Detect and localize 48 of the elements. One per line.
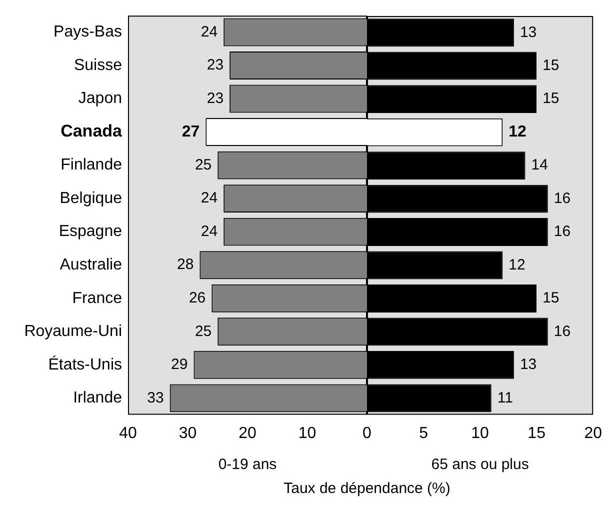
data-label: 16 — [554, 223, 571, 240]
x-tick-label: 0 — [362, 424, 372, 442]
y-tick-label: Australie — [60, 256, 122, 274]
data-label: 13 — [520, 24, 537, 41]
text: Taux de dépendance (%) — [282, 480, 452, 497]
y-tick-label: Japon — [78, 90, 122, 108]
data-label: 26 — [188, 290, 206, 307]
data-label: 25 — [194, 156, 212, 174]
x-axis-title: 0-19 ans — [218, 456, 277, 474]
y-tick-label: Pays-Bas — [54, 24, 122, 41]
y-tick-label: Royaume-Uni — [24, 323, 122, 340]
y-tick-label: France — [72, 290, 122, 307]
x-axis-title: 65 ans ou plus — [431, 456, 529, 474]
y-tick-label: Canada — [60, 122, 123, 141]
data-label: 25 — [194, 322, 212, 340]
data-label: 12 — [508, 124, 527, 141]
y-tick-label: Belgique — [60, 190, 122, 207]
data-label: 24 — [200, 222, 218, 240]
data-label: 27 — [182, 123, 200, 140]
data-label: 14 — [531, 156, 548, 174]
data-label: 15 — [542, 290, 560, 307]
x-tick-label: 40 — [119, 424, 137, 442]
y-tick-label: Finlande — [60, 156, 122, 174]
x-tick-label: 20 — [584, 424, 602, 442]
x-tick-label: 10 — [298, 424, 316, 442]
data-label: 15 — [542, 90, 560, 108]
data-label: 12 — [508, 256, 526, 274]
data-label: 33 — [147, 389, 164, 406]
x-tick-label: 20 — [238, 424, 256, 442]
data-label: 11 — [497, 389, 513, 406]
x-tick-label: 10 — [471, 424, 490, 442]
y-tick-label: Suisse — [74, 56, 122, 74]
x-tick-label: 15 — [528, 424, 546, 442]
data-label: 24 — [200, 23, 218, 40]
data-label: 23 — [206, 56, 224, 74]
data-label: 16 — [554, 322, 571, 340]
data-label: 24 — [200, 190, 218, 207]
y-tick-label: Espagne — [58, 223, 122, 240]
data-label: 23 — [206, 90, 224, 107]
data-label: 15 — [542, 56, 560, 74]
data-label: 16 — [554, 190, 571, 207]
data-label: 29 — [171, 356, 188, 374]
x-tick-label: 5 — [419, 424, 428, 442]
x-tick-label: 30 — [178, 424, 197, 442]
data-label: 13 — [520, 356, 537, 374]
data-label: 28 — [177, 256, 194, 274]
y-tick-label: États-Unis — [48, 355, 122, 374]
y-tick-label: Irlande — [73, 390, 122, 407]
